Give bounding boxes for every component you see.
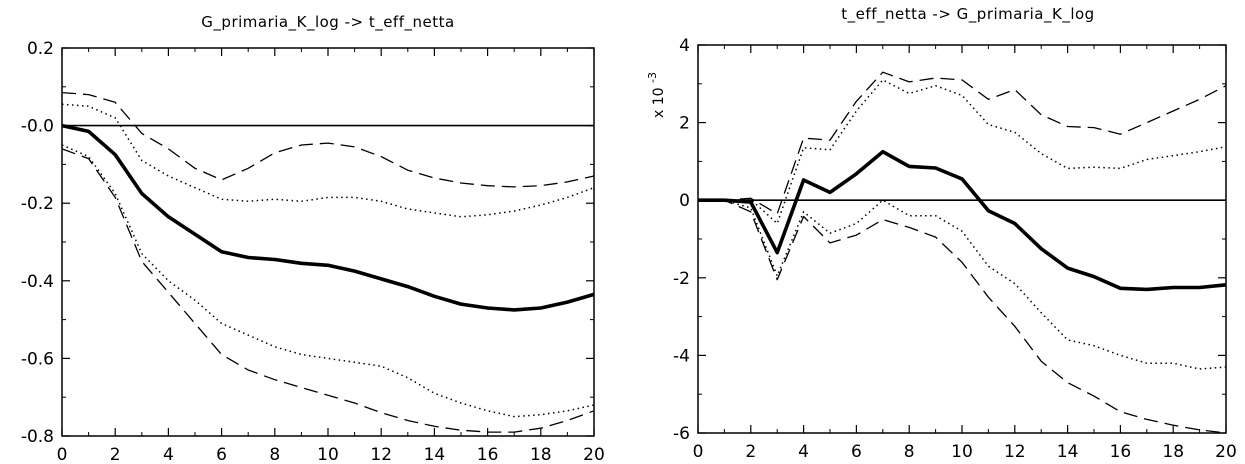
- x-tick-label: 4: [798, 442, 809, 462]
- y-tick-label: 2: [679, 114, 690, 134]
- axis-ticks-right: [697, 44, 1227, 434]
- x-tick-label: 6: [851, 442, 862, 462]
- y-tick-label: -0.6: [21, 349, 54, 369]
- x-tick-label: 16: [477, 445, 499, 464]
- y-tick-label: -0.0: [21, 117, 54, 137]
- x-tick-label: 14: [424, 445, 446, 464]
- series-line-solid-thick-0: [698, 149, 1227, 292]
- series-line-dotted-3: [61, 144, 595, 418]
- plot-frame-left: [61, 47, 595, 437]
- x-tick-label: 12: [1004, 442, 1026, 462]
- svg-text:x 10 -3: x 10 -3: [646, 72, 667, 118]
- y-tick-label: -2: [673, 269, 690, 289]
- y-tick-label: -0.8: [21, 427, 54, 447]
- series-line-solid-thick-0: [61, 123, 595, 312]
- y-tick-label: 0.2: [27, 39, 54, 59]
- x-tick-label: 4: [163, 445, 174, 464]
- x-tick-label: 6: [216, 445, 227, 464]
- x-tick-label: 20: [583, 445, 605, 464]
- x-tick-label: 14: [1057, 442, 1079, 462]
- y-tick-label: -6: [673, 424, 690, 444]
- y-tick-label: -0.4: [21, 272, 54, 292]
- series-line-dotted-2: [698, 79, 1227, 225]
- x-tick-label: 18: [1162, 442, 1184, 462]
- x-tick-label: 10: [317, 445, 339, 464]
- x-tick-label: 18: [530, 445, 552, 464]
- chart-title-left: G_primaria_K_log -> t_eff_netta: [201, 13, 454, 32]
- tick-labels-right: 0 2 4 6 8 10 12 14 16 18 20 -6 -4 -2 0 2 4: [673, 36, 1237, 462]
- y-tick-label: -0.2: [21, 194, 54, 214]
- series-line-dashed-1: [698, 71, 1227, 215]
- series-group-left: [61, 91, 595, 433]
- series-line-dotted-3: [698, 199, 1227, 370]
- x-tick-label: 10: [951, 442, 973, 462]
- multiplier-base: x 10: [651, 87, 667, 118]
- x-tick-label: 0: [693, 442, 704, 462]
- x-tick-label: 20: [1215, 442, 1237, 462]
- x-tick-label: 0: [57, 445, 68, 464]
- x-tick-label: 2: [745, 442, 756, 462]
- series-line-dotted-2: [61, 103, 595, 218]
- multiplier-label: x 10 -3: [646, 72, 667, 118]
- y-tick-label: -4: [673, 346, 690, 366]
- axis-ticks-left: [61, 47, 595, 437]
- series-line-dashed-4: [698, 199, 1227, 434]
- series-line-dashed-4: [61, 148, 595, 433]
- series-line-dashed-1: [61, 91, 595, 188]
- x-tick-label: 8: [904, 442, 915, 462]
- chart-title-right: t_eff_netta -> G_primaria_K_log: [841, 5, 1094, 24]
- multiplier-exponent: -3: [646, 72, 659, 83]
- plot-frame-right: [697, 44, 1227, 434]
- x-tick-label: 12: [370, 445, 392, 464]
- x-tick-label: 16: [1110, 442, 1132, 462]
- x-tick-label: 8: [269, 445, 280, 464]
- y-tick-label: 4: [679, 36, 690, 56]
- chart-panel-left: G_primaria_K_log -> t_eff_netta 0 2 4 6 8 10 1…: [21, 13, 605, 464]
- series-group-right: [698, 71, 1227, 434]
- chart-panel-right: t_eff_netta -> G_primaria_K_log x 10 -3 …: [646, 5, 1237, 462]
- x-tick-label: 2: [110, 445, 121, 464]
- y-tick-label: 0: [679, 191, 690, 211]
- tick-labels-left: 0 2 4 6 8 10 12 14 16 18 20 -0.8 -0.6 -0.4 -0.2 -0.0 0.2: [21, 39, 605, 464]
